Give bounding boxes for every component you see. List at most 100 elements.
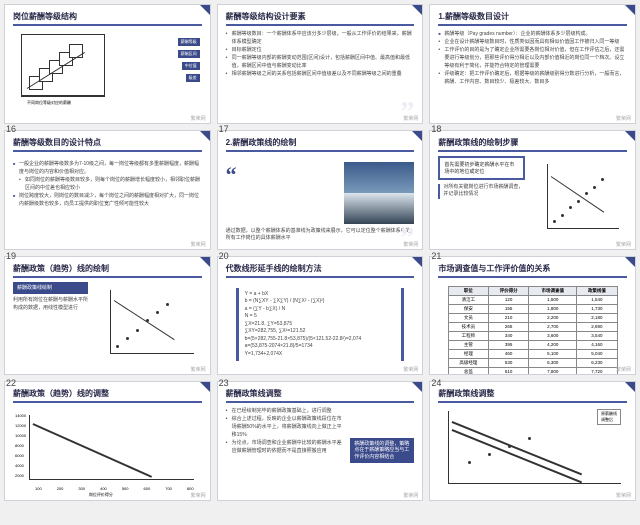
slide-title: 2.薪酬政策线的绘制 bbox=[226, 137, 415, 152]
caption: 通过数据，以整个薪酬体系的基准线为政策线来展示，它可以定位整个薪酬体系中的所有工… bbox=[226, 228, 415, 243]
page-numbers: 19 20 21 bbox=[0, 251, 640, 261]
bullet: 同一薪酬等级内部的薪酬变动范围(区间)设计，包括薪酬区间中值、最高值和最低值，薪… bbox=[226, 54, 415, 70]
xtick: 800 bbox=[187, 486, 194, 491]
slide-6: 薪酬政策线的绘制步骤 首先需要初步确定薪酬水平在市场中的地位或定位 对所有关键岗… bbox=[429, 130, 636, 250]
trend-chart bbox=[96, 286, 199, 365]
ytick: 8000 bbox=[15, 443, 24, 448]
watermark: 繁荣网 bbox=[191, 492, 206, 499]
formula-box: Y = a + bX b = (N∑XY - ∑X∑Y) / (N∑X² - (… bbox=[236, 288, 405, 362]
xtick: 100 bbox=[35, 486, 42, 491]
bullet: 综合上述过程，反映的企业以薪酬政策线段位在市场薪酬50%的水平上，将薪酬政策线向… bbox=[226, 415, 345, 439]
watermark: 繁荣网 bbox=[403, 366, 418, 373]
card-text: 利用所有岗位在薪酬与薪酬水平所构成的数据，用线性模型进行 bbox=[13, 297, 88, 312]
formula: Y=1,734+2,074X bbox=[245, 351, 396, 359]
page-number: 19 bbox=[4, 251, 211, 261]
bullet: 工作评价的目的是为了确定企业所需要各岗位相对价值，但在工作评估之后，还需要进行等… bbox=[438, 46, 627, 70]
slide-title: 薪酬政策线调整 bbox=[438, 388, 627, 403]
xtick: 200 bbox=[57, 486, 64, 491]
xlabel: 岗位评价得分 bbox=[89, 492, 113, 498]
ytick: 2000 bbox=[15, 473, 24, 478]
ytick: 6000 bbox=[15, 453, 24, 458]
line-chart: 14000 12000 10000 8000 6000 4000 2000 10… bbox=[15, 411, 200, 490]
page-numbers: 16 17 18 bbox=[0, 124, 640, 134]
formula: b = (N∑XY - ∑X∑Y) / (N∑X² - (∑X)²) bbox=[245, 298, 396, 306]
slide-9: 市场调查值与工作评价值的关系 职位评价得分市场调查值政策线值 清洁工1201,5… bbox=[429, 256, 636, 376]
watermark: 繁荣网 bbox=[403, 115, 418, 122]
formula: a=(53,875-2074×21.8)/5=1734 bbox=[245, 343, 396, 351]
formula: N = 5 bbox=[245, 313, 396, 321]
lead: 薪酬等级（Pay grades number）：企业的薪酬体系多少层级构成。 bbox=[438, 30, 627, 38]
slide-title: 1.薪酬等级数目设计 bbox=[438, 11, 627, 26]
slide-title: 岗位薪酬等级结构 bbox=[13, 11, 202, 26]
slide-7: 薪酬政策（趋势）线的绘制 薪酬政策线绘制 利用所有岗位在薪酬与薪酬水平所构成的数… bbox=[4, 256, 211, 376]
slide-4: 薪酬等级数目的设计特点 一般企业的薪酬等级数多为7-10级之间，每一岗位等级都有… bbox=[4, 130, 211, 250]
subtext: 对所有关键岗位进行市场薪酬调查，并记录比较情况 bbox=[438, 184, 525, 199]
diag-label: 薪酬等级 bbox=[178, 38, 200, 46]
page-number: 16 bbox=[4, 124, 211, 134]
slide-2: 薪酬等级结构设计要素 薪酬等级数目：一个薪酬体系中应该分多少层级，一般从工作评价… bbox=[217, 4, 424, 124]
watermark: 繁荣网 bbox=[191, 241, 206, 248]
slide-8: 代数线形延手线的绘制方法 Y = a + bX b = (N∑XY - ∑X∑Y… bbox=[217, 256, 424, 376]
xtick: 500 bbox=[122, 486, 129, 491]
bullet: 一般企业的薪酬等级数多为7-10级之间，每一岗位等级都有多重薪酬幅度，薪酬幅度与… bbox=[13, 160, 202, 176]
xtick: 400 bbox=[100, 486, 107, 491]
ytick: 14000 bbox=[15, 413, 26, 418]
corner-decor bbox=[200, 5, 210, 15]
scatter-chart bbox=[533, 160, 625, 239]
bullet: 如同岗位的薪酬等级数目较多，则每个岗位的薪酬增长幅度较小，相邻职位薪酬区间的中位… bbox=[19, 176, 202, 192]
ytick: 12000 bbox=[15, 423, 26, 428]
formula: a = (∑Y - b∑X) / N bbox=[245, 306, 396, 314]
watermark: 繁荣网 bbox=[616, 241, 631, 248]
watermark: 繁荣网 bbox=[403, 492, 418, 499]
xtick: 300 bbox=[78, 486, 85, 491]
page-number: 22 bbox=[4, 378, 211, 388]
data-table: 职位评价得分市场调查值政策线值 清洁工1201,5001,540 保安1551,… bbox=[448, 286, 618, 376]
slide-title: 代数线形延手线的绘制方法 bbox=[226, 263, 415, 278]
corner-decor bbox=[625, 5, 635, 15]
watermark: 繁荣网 bbox=[403, 241, 418, 248]
formula: ∑X=21.8, ∑Y=53,875 bbox=[245, 321, 396, 329]
slide-11: 薪酬政策线调整 在已经绘制完毕的薪酬政策基础上，进行调整 综合上述过程，反映的企… bbox=[217, 381, 424, 501]
page-number: 24 bbox=[429, 378, 636, 388]
formula: ∑XY=282,755, ∑X²=121.52 bbox=[245, 328, 396, 336]
structure-diagram: 薪酬等级 薪酬区间 中位值 级差 不同岗位等级对应的薪酬 bbox=[17, 32, 198, 115]
bullet: 薪酬等级数目：一个薪酬体系中应该分多少层级，一般从工作评价的结果来，薪酬体系模型… bbox=[226, 30, 415, 46]
watermark: 繁荣网 bbox=[191, 115, 206, 122]
slide-title: 薪酬政策线的绘制步骤 bbox=[438, 137, 627, 152]
slide-title: 薪酬政策（趋势）线的调整 bbox=[13, 388, 202, 403]
bullet: 企业在设计薪酬等级数目时，性质类似因而具有相似价值因工作被归入同一等级 bbox=[438, 38, 627, 46]
slide-title: 薪酬政策线调整 bbox=[226, 388, 415, 403]
ytick: 10000 bbox=[15, 433, 26, 438]
slide-title: 市场调查值与工作评价值的关系 bbox=[438, 263, 627, 278]
bullet: 在已经绘制完毕的薪酬政策基础上，进行调整 bbox=[226, 407, 345, 415]
slide-5: 2.薪酬政策线的绘制 “ 通过数据，以整个薪酬体系的基准线为政策线来展示，它可以… bbox=[217, 130, 424, 250]
page-number: 21 bbox=[429, 251, 636, 261]
watermark: 繁荣网 bbox=[616, 366, 631, 373]
slide-12: 薪酬政策线调整 原薪酬线调整后 繁荣网 bbox=[429, 381, 636, 501]
page-numbers: 22 23 24 bbox=[0, 378, 640, 388]
watermark: 繁荣网 bbox=[616, 492, 631, 499]
axis-label: 不同岗位等级对应的薪酬 bbox=[27, 100, 71, 106]
xtick: 700 bbox=[165, 486, 172, 491]
dual-line-chart: 原薪酬线调整后 bbox=[438, 407, 627, 494]
mountain-image bbox=[344, 162, 414, 224]
slide-title: 薪酬等级结构设计要素 bbox=[226, 11, 415, 26]
corner-decor bbox=[412, 5, 422, 15]
page-number: 18 bbox=[429, 124, 636, 134]
page-number: 23 bbox=[217, 378, 424, 388]
bullet: 岗位跨度较大，则岗位的数目减少，每个岗位之间的薪酬幅度相对扩大，同一岗位内薪酬级… bbox=[13, 192, 202, 208]
page-number: 17 bbox=[217, 124, 424, 134]
ytick: 4000 bbox=[15, 463, 24, 468]
xtick: 600 bbox=[144, 486, 151, 491]
bullet: 评级确定：把工作评价确定后，根据等级的薪酬级别得分数进行分析，一般而言，薪酬、工… bbox=[438, 70, 627, 86]
page-number: 20 bbox=[217, 251, 424, 261]
step-box: 首先需要初步确定薪酬水平在市场中的地位或定位 bbox=[438, 156, 525, 180]
legend: 原薪酬线调整后 bbox=[597, 409, 621, 425]
slide-10: 薪酬政策（趋势）线的调整 14000 12000 10000 8000 6000… bbox=[4, 381, 211, 501]
watermark: 繁荣网 bbox=[191, 366, 206, 373]
bullet: 目标薪酬定位 bbox=[226, 46, 415, 54]
slide-3: 1.薪酬等级数目设计 薪酬等级（Pay grades number）：企业的薪酬… bbox=[429, 4, 636, 124]
quote-icon: “ bbox=[226, 162, 237, 226]
bullet: 相邻薪酬等级之间的关系包括薪酬区间中值级差以及不同薪酬等级之间的重叠 bbox=[226, 70, 415, 78]
watermark: 繁荣网 bbox=[616, 115, 631, 122]
